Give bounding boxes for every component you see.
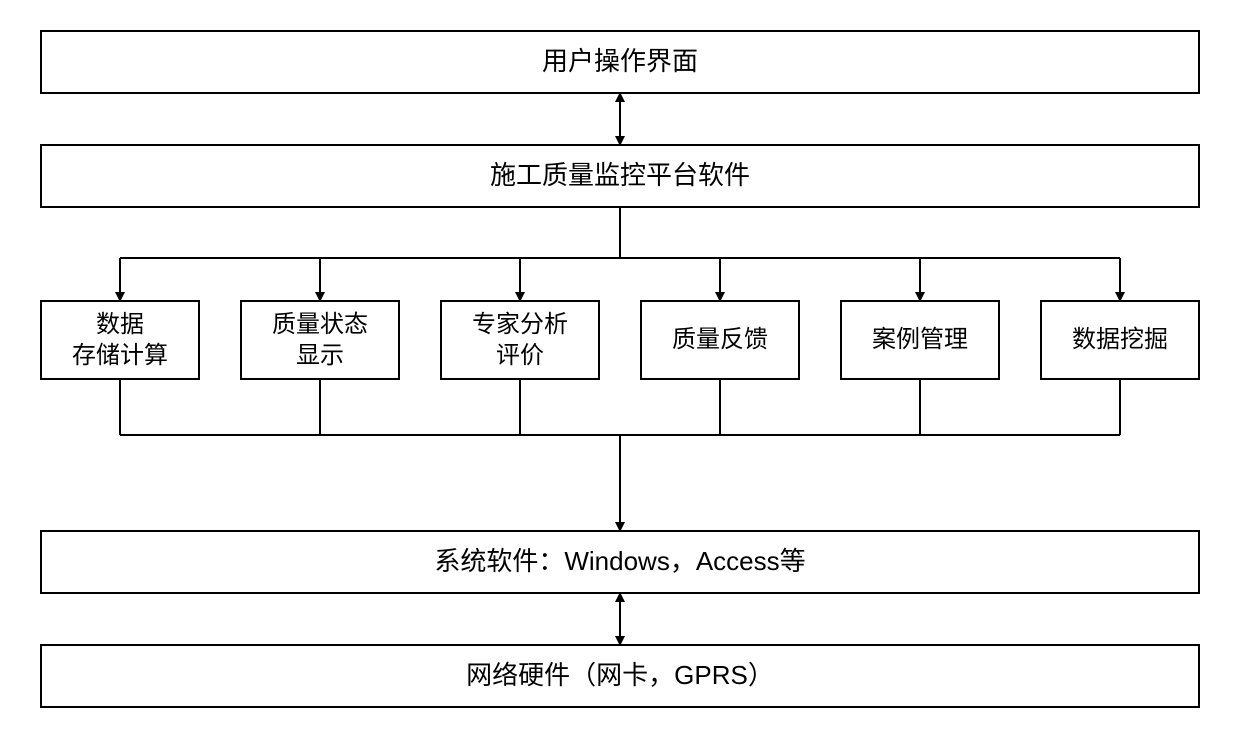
module-data-storage: 数据存储计算	[40, 300, 200, 380]
layer-platform-label: 施工质量监控平台软件	[490, 159, 750, 193]
layer-network-label: 网络硬件（网卡，GPRS）	[466, 659, 774, 693]
module-expert-analysis-label: 专家分析评价	[472, 309, 568, 371]
module-quality-feedback-label: 质量反馈	[672, 324, 768, 355]
module-data-mining: 数据挖掘	[1040, 300, 1200, 380]
module-expert-analysis: 专家分析评价	[440, 300, 600, 380]
layer-system: 系统软件：Windows，Access等	[40, 530, 1200, 594]
layer-network: 网络硬件（网卡，GPRS）	[40, 644, 1200, 708]
module-case-management: 案例管理	[840, 300, 1000, 380]
layer-platform: 施工质量监控平台软件	[40, 144, 1200, 208]
layer-system-label: 系统软件：Windows，Access等	[434, 545, 805, 579]
module-data-storage-label: 数据存储计算	[72, 309, 168, 371]
layer-ui-label: 用户操作界面	[542, 45, 698, 79]
architecture-diagram: 用户操作界面 施工质量监控平台软件 数据存储计算 质量状态显示 专家分析评价 质…	[40, 30, 1200, 712]
module-quality-status: 质量状态显示	[240, 300, 400, 380]
module-data-mining-label: 数据挖掘	[1072, 324, 1168, 355]
module-quality-status-label: 质量状态显示	[272, 309, 368, 371]
connector-lines	[40, 30, 1200, 712]
module-case-management-label: 案例管理	[872, 324, 968, 355]
module-quality-feedback: 质量反馈	[640, 300, 800, 380]
layer-ui: 用户操作界面	[40, 30, 1200, 94]
